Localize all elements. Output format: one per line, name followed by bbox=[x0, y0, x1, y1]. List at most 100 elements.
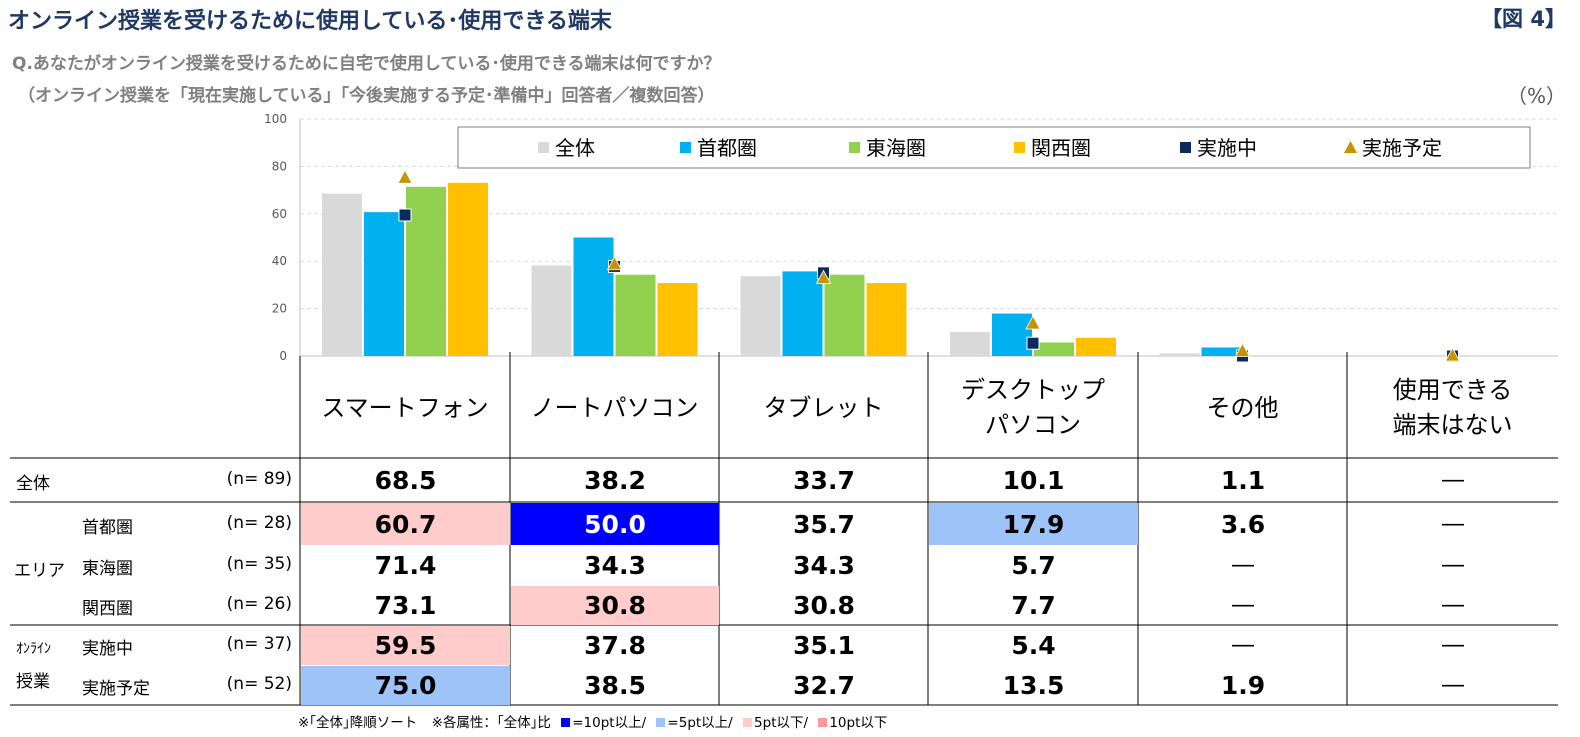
legend-down5-swatch bbox=[743, 718, 753, 727]
legend-label-全体: 全体 bbox=[555, 136, 595, 160]
table-cell: ― bbox=[1232, 553, 1254, 578]
table-cell: 34.3 bbox=[584, 551, 646, 580]
table-cell: 1.1 bbox=[1220, 466, 1266, 495]
marker-実施予定 bbox=[1444, 347, 1461, 362]
marker-実施予定 bbox=[606, 255, 623, 271]
table-cell: 3.6 bbox=[1220, 509, 1266, 539]
footnote-down10: 10pt以下 bbox=[829, 715, 888, 731]
table-cell: 73.1 bbox=[374, 591, 437, 620]
y-tick-label: 20 bbox=[272, 302, 287, 316]
legend-swatch-実施中 bbox=[1180, 142, 1191, 153]
table-cell: 34.3 bbox=[793, 551, 855, 580]
bar-全体 bbox=[531, 265, 572, 356]
page-title: オンライン授業を受けるために使用している･使用できる端末 bbox=[8, 9, 612, 34]
category-label: 使用できる 端末はない bbox=[1392, 376, 1513, 439]
legend-label-東海圏: 東海圏 bbox=[866, 136, 926, 160]
bar-東海圏 bbox=[1034, 342, 1074, 356]
bar-首都圏 bbox=[364, 212, 404, 356]
table-cell: 5.7 bbox=[1011, 551, 1056, 580]
row-n: (n= 26) bbox=[226, 594, 292, 614]
legend-label-関西圏: 関西圏 bbox=[1031, 136, 1091, 160]
table-cell: 1.9 bbox=[1220, 671, 1266, 700]
table-cell: 50.0 bbox=[511, 503, 719, 545]
row-n: (n= 35) bbox=[226, 554, 292, 574]
marker-実施予定 bbox=[397, 169, 413, 184]
legend-swatch-関西圏 bbox=[1014, 142, 1025, 153]
table-cell: ― bbox=[1442, 593, 1464, 618]
y-tick-label: 100 bbox=[264, 112, 287, 126]
table-cell: 7.7 bbox=[1011, 591, 1056, 620]
footnote-up5: =5pt以上/ bbox=[667, 715, 733, 731]
row-label: 実施予定 bbox=[82, 679, 150, 699]
row-n: (n= 37) bbox=[226, 634, 292, 654]
table-cell: 68.5 bbox=[374, 466, 437, 495]
table-cell: ― bbox=[1442, 468, 1464, 493]
legend-swatch-東海圏 bbox=[849, 142, 860, 153]
footnote-up10: =10pt以上/ bbox=[572, 715, 647, 731]
bar-首都圏 bbox=[1201, 347, 1242, 356]
marker-実施予定 bbox=[1234, 342, 1251, 357]
bar-全体 bbox=[1159, 353, 1200, 356]
table-cell: 59.5 bbox=[301, 626, 510, 665]
table-cell: ― bbox=[1232, 593, 1254, 618]
legend-down10-swatch bbox=[818, 718, 828, 727]
y-tick-label: 60 bbox=[272, 207, 287, 221]
group-label-area: エリア bbox=[14, 561, 65, 581]
footnote: ※｢全体｣降順ソート ※各属性：｢全体｣比 =10pt以上/ =5pt以上/ 5… bbox=[298, 711, 887, 731]
row-label: 東海圏 bbox=[82, 559, 133, 579]
row-n: (n= 28) bbox=[226, 512, 292, 533]
table-cell: 71.4 bbox=[374, 551, 437, 580]
legend-label-実施中: 実施中 bbox=[1197, 136, 1257, 160]
row-label: 首都圏 bbox=[82, 517, 133, 538]
category-label: タブレット bbox=[763, 393, 884, 422]
figure-label: 【図 4】 bbox=[1481, 7, 1566, 31]
category-label: その他 bbox=[1206, 393, 1279, 422]
legend-swatch-全体 bbox=[538, 142, 549, 153]
question-text: Q.あなたがオンライン授業を受けるために自宅で使用している･使用できる端末は何で… bbox=[12, 54, 721, 74]
table-cell: 13.5 bbox=[1002, 671, 1065, 700]
table-cell: 38.5 bbox=[584, 671, 646, 700]
table-cell: ― bbox=[1442, 633, 1464, 658]
row-n: (n= 52) bbox=[226, 674, 292, 694]
bar-関西圏 bbox=[448, 182, 488, 356]
bar-東海圏 bbox=[615, 274, 656, 356]
group-label-online-1: ｵﾝﾗｲﾝ bbox=[16, 641, 51, 657]
table-cell: 35.1 bbox=[793, 631, 855, 660]
category-label: スマートフォン bbox=[321, 393, 489, 422]
bar-首都圏 bbox=[782, 271, 823, 356]
group-label-online-2: 授業 bbox=[16, 672, 50, 692]
bar-全体 bbox=[950, 332, 990, 356]
unit-label: （%） bbox=[1506, 84, 1566, 108]
row-n: (n= 89) bbox=[226, 469, 292, 489]
legend-label-実施予定: 実施予定 bbox=[1362, 136, 1442, 160]
legend-swatch-実施予定 bbox=[1344, 141, 1357, 153]
table-cell: 35.7 bbox=[793, 509, 855, 539]
table-cell: ― bbox=[1442, 553, 1464, 578]
legend-up10-swatch bbox=[561, 718, 571, 727]
footnote-sort: ※｢全体｣降順ソート bbox=[298, 715, 418, 731]
table-cell: 30.8 bbox=[793, 591, 855, 620]
bar-全体 bbox=[322, 193, 362, 356]
table-cell: 75.0 bbox=[301, 666, 510, 705]
marker-実施予定 bbox=[815, 269, 832, 284]
legend-label-首都圏: 首都圏 bbox=[697, 136, 757, 160]
legend-up5-swatch bbox=[656, 718, 666, 727]
category-label: デスクトップ パソコン bbox=[961, 376, 1105, 439]
bar-東海圏 bbox=[824, 274, 865, 356]
y-tick-label: 0 bbox=[279, 349, 287, 363]
table-cell: ― bbox=[1442, 673, 1464, 698]
table-cell: 32.7 bbox=[793, 671, 855, 700]
category-label: ノートパソコン bbox=[530, 393, 699, 422]
table-cell: ― bbox=[1232, 633, 1254, 658]
y-tick-label: 40 bbox=[272, 254, 287, 268]
marker-実施中 bbox=[398, 208, 412, 222]
footnote-down5: 5pt以下/ bbox=[754, 715, 809, 731]
row-label: 関西圏 bbox=[82, 599, 133, 619]
table-cell: 37.8 bbox=[584, 631, 646, 660]
bar-首都圏 bbox=[573, 237, 614, 356]
subquestion-text: （オンライン授業を「現在実施している」「今後実施する予定･準備中」回答者／複数回… bbox=[18, 86, 715, 106]
table-cell: 33.7 bbox=[793, 466, 855, 495]
marker-実施予定 bbox=[1025, 315, 1041, 330]
table-cell: 17.9 bbox=[929, 503, 1138, 545]
